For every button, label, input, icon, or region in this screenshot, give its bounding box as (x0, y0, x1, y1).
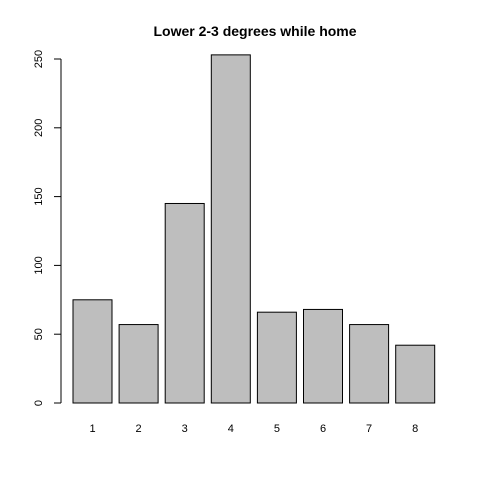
chart-title: Lower 2-3 degrees while home (153, 23, 356, 39)
bar-6 (303, 308, 343, 404)
x-tick-label: 5 (274, 423, 280, 435)
bar-3 (164, 202, 205, 404)
x-tick-label: 4 (228, 423, 234, 435)
y-tick-label: 250 (33, 50, 45, 68)
bar-series (72, 54, 436, 404)
x-tick-label: 8 (412, 423, 418, 435)
y-axis: 0 50 100 150 200 250 (33, 50, 62, 406)
y-tick-label: 50 (33, 328, 45, 340)
x-tick-label: 7 (366, 423, 372, 435)
x-tick-label: 1 (89, 423, 95, 435)
x-axis-labels: 1 2 3 4 5 6 7 8 (89, 423, 418, 435)
y-tick-label: 100 (33, 256, 45, 274)
x-tick-label: 6 (320, 423, 326, 435)
x-tick-label: 2 (136, 423, 142, 435)
bar-5 (256, 311, 297, 404)
bar-7 (349, 324, 390, 404)
bar-4 (210, 54, 251, 404)
bar-2 (118, 324, 159, 404)
y-tick-label: 150 (33, 187, 45, 205)
y-tick-label: 0 (33, 400, 45, 406)
x-tick-label: 3 (182, 423, 188, 435)
y-tick-label: 200 (33, 119, 45, 137)
bar-1 (72, 299, 113, 404)
bar-8 (395, 344, 436, 404)
